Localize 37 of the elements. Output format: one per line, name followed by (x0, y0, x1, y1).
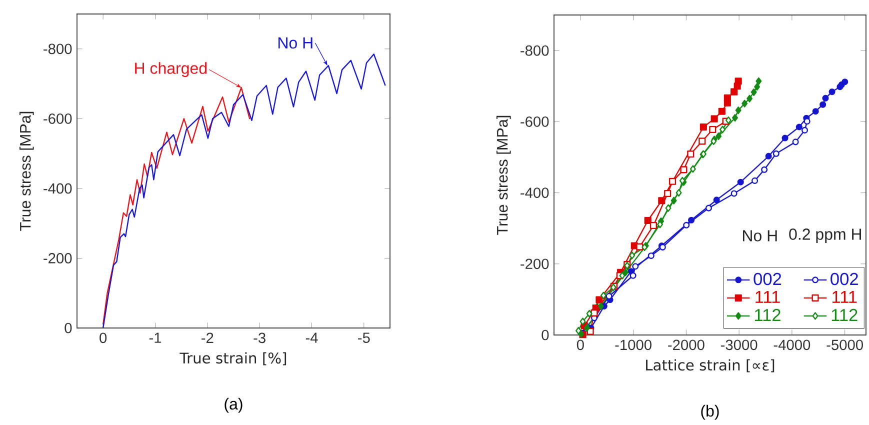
y-tick-label: 0 (64, 322, 72, 334)
legend-label: 002 (754, 272, 782, 286)
x-axis-title: True strain [%] (180, 352, 286, 366)
legend-label: 111 (756, 290, 780, 303)
x-tick-label: -5 (358, 332, 370, 343)
y-tick-label: -200 (520, 258, 549, 270)
y-tick-label: -400 (520, 188, 549, 198)
annotation: No H (278, 37, 312, 49)
y-tick-label: -800 (44, 44, 72, 54)
x-tick-label: -2 (202, 332, 214, 343)
x-tick-label: 0 (100, 332, 107, 344)
x-tick-label: 0 (576, 340, 584, 350)
x-axis-title: Lattice strain [∝ε] (646, 359, 774, 372)
y-tick-label: -600 (520, 116, 549, 127)
x-tick-label: -1 (149, 332, 162, 343)
y-tick-label: -600 (44, 113, 72, 124)
x-tick-label: -3 (254, 332, 266, 344)
x-tick-label: -5000 (826, 340, 863, 350)
legend-label: 112 (832, 308, 858, 321)
x-tick-label: -4 (306, 332, 318, 343)
y-axis-title: True stress [MPa] (496, 116, 511, 235)
y-tick-label: -200 (44, 253, 72, 264)
annotation: 0.2 ppm H (789, 228, 861, 244)
y-axis-title: True stress [MPa] (20, 112, 34, 231)
x-tick-label: -4000 (774, 340, 810, 350)
legend-label: 111 (832, 290, 857, 303)
text: (a) (224, 398, 242, 413)
text: (b) (701, 404, 719, 420)
x-tick-label: -2000 (668, 340, 704, 350)
y-tick-label: -400 (44, 183, 72, 194)
x-tick-label: -3000 (720, 340, 758, 350)
x-tick-label: -1000 (615, 340, 652, 350)
annotation: H charged (135, 62, 207, 78)
legend-label: 002 (830, 272, 858, 286)
annotation: No H (743, 230, 777, 242)
legend-label: 112 (754, 308, 780, 321)
y-tick-label: -800 (520, 45, 549, 56)
